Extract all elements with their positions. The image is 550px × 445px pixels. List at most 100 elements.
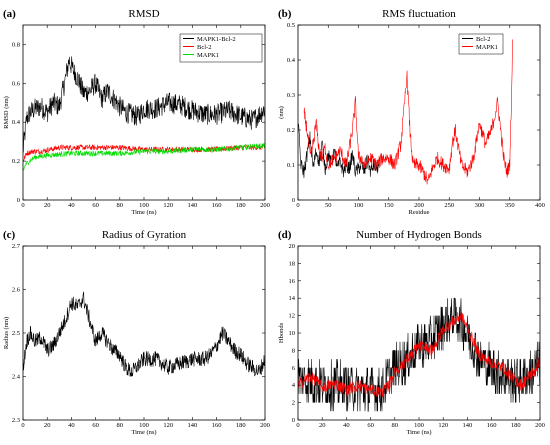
- series-group: [23, 291, 265, 377]
- x-tick-label: 0: [21, 202, 24, 209]
- x-tick-label: 300: [475, 202, 485, 209]
- x-tick-label: 160: [487, 422, 497, 429]
- x-axis-label: Time (ns): [406, 429, 431, 436]
- y-axis-label: RMSD (nm): [3, 96, 10, 129]
- y-axis-label: Hbonds: [278, 322, 285, 343]
- panel-letter: (d): [278, 229, 292, 241]
- legend-label: MAPK1: [197, 52, 219, 59]
- series-line-1: [23, 56, 265, 153]
- x-tick-label: 0: [21, 422, 24, 429]
- x-tick-label: 20: [44, 202, 51, 209]
- y-axis-label: (nm): [278, 106, 285, 119]
- panel-1: (a) RMSD 0 20 40 60 80 100 120 140 160 180 200 0 0.2 0.…: [3, 8, 270, 216]
- x-tick-label: 200: [535, 422, 545, 429]
- x-tick-label: 160: [212, 202, 222, 209]
- x-axis-label: Time (ns): [131, 429, 156, 436]
- x-tick-label: 60: [367, 422, 374, 429]
- x-tick-label: 120: [163, 422, 173, 429]
- y-tick-label: 6: [292, 365, 296, 372]
- x-tick-label: 200: [414, 202, 424, 209]
- x-tick-label: 40: [343, 422, 350, 429]
- plot-frame: [297, 24, 541, 201]
- series-line-1: [298, 123, 380, 178]
- x-tick-label: 120: [163, 202, 173, 209]
- x-tick-label: 0: [296, 422, 299, 429]
- y-tick-label: 0.1: [287, 162, 295, 169]
- x-tick-label: 150: [384, 202, 394, 209]
- x-tick-label: 200: [260, 202, 270, 209]
- x-tick-label: 140: [463, 422, 473, 429]
- y-tick-label: 2.7: [12, 243, 21, 250]
- y-tick-label: 0.2: [12, 158, 20, 165]
- x-tick-label: 80: [117, 422, 124, 429]
- x-tick-label: 120: [438, 422, 448, 429]
- series-group: [298, 39, 514, 185]
- y-tick-label: 0.4: [287, 57, 296, 64]
- x-tick-label: 100: [354, 202, 364, 209]
- x-tick-label: 160: [212, 422, 222, 429]
- y-tick-label: 0.8: [12, 41, 20, 48]
- x-tick-label: 100: [414, 422, 424, 429]
- y-axis-label: Radius (nm): [3, 317, 10, 349]
- series-group: [23, 56, 265, 171]
- x-tick-label: 180: [236, 202, 246, 209]
- x-tick-label: 350: [505, 202, 515, 209]
- x-tick-label: 180: [511, 422, 521, 429]
- x-tick-label: 250: [444, 202, 454, 209]
- x-tick-label: 400: [535, 202, 545, 209]
- x-tick-label: 100: [139, 202, 149, 209]
- x-axis-label: Time (ns): [131, 209, 156, 216]
- y-tick-label: 16: [289, 278, 296, 285]
- x-tick-label: 200: [260, 422, 270, 429]
- y-tick-label: 0.6: [12, 80, 21, 87]
- x-tick-label: 140: [188, 202, 198, 209]
- y-tick-label: 14: [289, 295, 296, 302]
- x-tick-label: 80: [392, 422, 399, 429]
- y-tick-label: 18: [289, 260, 296, 267]
- legend-label: Bcl-2: [197, 44, 211, 51]
- panel-title: Number of Hydrogen Bonds: [356, 229, 482, 241]
- y-tick-label: 0.2: [287, 127, 295, 134]
- panel-title: RMS fluctuation: [382, 8, 456, 20]
- panel-title: RMSD: [128, 8, 159, 20]
- x-tick-label: 40: [68, 202, 75, 209]
- series-line-2: [298, 311, 540, 398]
- x-tick-label: 50: [325, 202, 332, 209]
- y-tick-label: 2.3: [12, 417, 20, 424]
- series-line-2: [303, 39, 514, 185]
- x-tick-label: 0: [296, 202, 299, 209]
- series-group: [298, 297, 540, 412]
- x-tick-label: 40: [68, 422, 75, 429]
- y-tick-label: 12: [289, 313, 296, 320]
- y-tick-label: 2.5: [12, 330, 20, 337]
- panel-letter: (a): [3, 8, 16, 20]
- x-tick-label: 100: [139, 422, 149, 429]
- x-tick-label: 80: [117, 202, 124, 209]
- panel-letter: (b): [278, 8, 292, 20]
- y-tick-label: 10: [289, 330, 296, 337]
- y-tick-label: 0.4: [12, 119, 21, 126]
- x-tick-label: 60: [92, 422, 99, 429]
- panel-3: (c) Radius of Gyration 0 20 40 60 80 100 120 140 1…: [3, 229, 270, 436]
- y-tick-label: 0: [17, 197, 20, 204]
- y-tick-label: 0.3: [287, 92, 295, 99]
- series-line-1: [23, 291, 265, 377]
- x-tick-label: 140: [188, 422, 198, 429]
- y-tick-label: 0.5: [287, 22, 295, 29]
- panel-letter: (c): [3, 229, 16, 241]
- x-tick-label: 180: [236, 422, 246, 429]
- y-tick-label: 8: [292, 347, 295, 354]
- y-tick-label: 2: [292, 400, 295, 407]
- y-tick-label: 0: [292, 417, 295, 424]
- legend-label: Bcl-2: [476, 36, 490, 43]
- x-tick-label: 20: [319, 422, 326, 429]
- x-tick-label: 60: [92, 202, 99, 209]
- series-line-2: [23, 143, 265, 162]
- y-tick-label: 2.6: [12, 287, 21, 294]
- y-tick-label: 0: [292, 197, 295, 204]
- legend-label: MAPK1: [476, 44, 498, 51]
